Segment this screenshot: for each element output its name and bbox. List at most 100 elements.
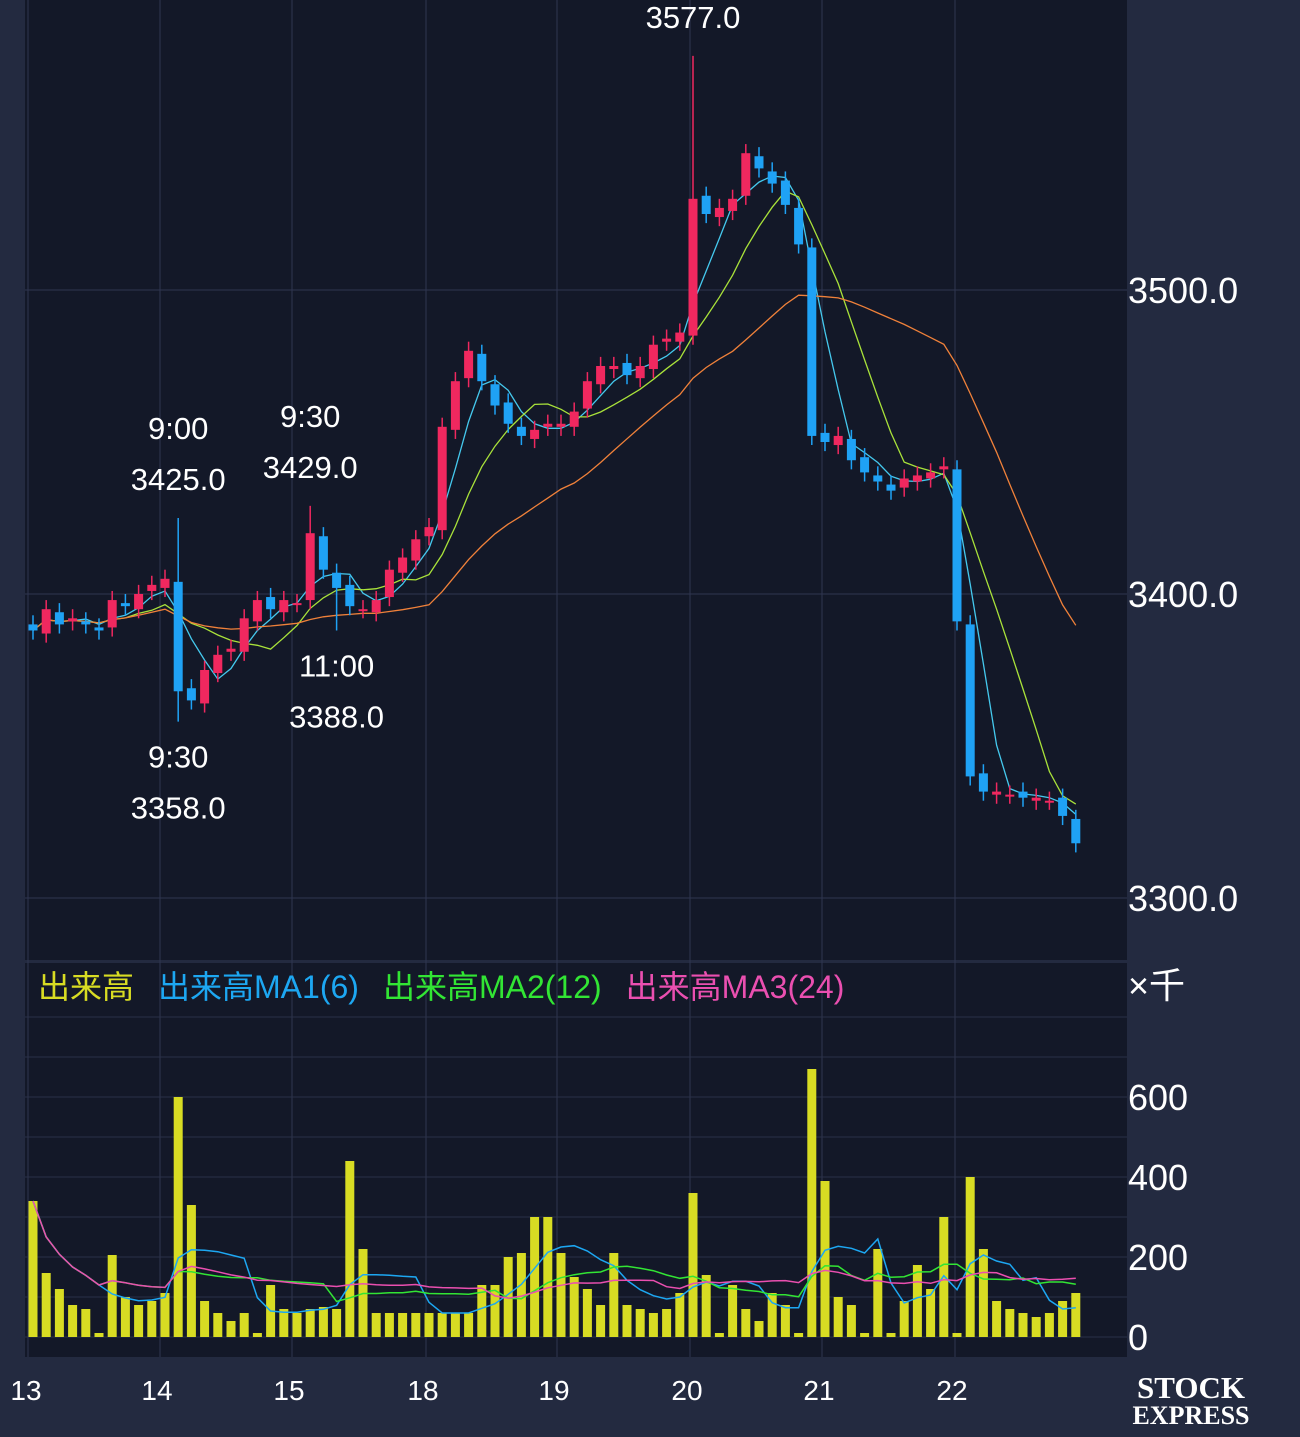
candle-body: [952, 469, 962, 622]
candle-body: [992, 791, 1002, 795]
volume-bar: [226, 1321, 236, 1337]
candle-body: [728, 198, 738, 211]
candle-body: [424, 527, 434, 537]
volume-bar: [147, 1301, 157, 1337]
candle-body: [939, 466, 949, 470]
candle-body: [81, 621, 91, 625]
candle-body: [530, 429, 540, 439]
volume-bar: [120, 1297, 130, 1337]
time-axis: 13 14 15 18 19 20 21 22: [10, 1375, 967, 1406]
volume-bars: [28, 1069, 1081, 1337]
volume-legend: 出来高 出来高MA1(6) 出来高MA2(12) 出来高MA3(24): [38, 969, 844, 1005]
volume-tick-label: 400: [1128, 1157, 1188, 1198]
volume-bar: [398, 1313, 408, 1337]
volume-bar: [279, 1309, 289, 1337]
volume-bar: [371, 1313, 381, 1337]
volume-bar: [622, 1305, 632, 1337]
volume-bar: [926, 1289, 936, 1337]
volume-bar: [424, 1313, 434, 1337]
candle-body: [820, 432, 830, 442]
candle-body: [318, 536, 328, 570]
volume-bar: [701, 1275, 711, 1337]
volume-unit-label: ×千: [1128, 965, 1185, 1006]
volume-bar: [332, 1309, 342, 1337]
volume-bar: [728, 1285, 738, 1337]
candle-body: [780, 180, 790, 205]
volume-tick-label: 200: [1128, 1237, 1188, 1278]
volume-bar: [490, 1285, 500, 1337]
volume-bar: [345, 1161, 355, 1337]
candle-body: [754, 156, 764, 169]
annotation-price: 3425.0: [131, 462, 226, 497]
candle-body: [450, 381, 460, 430]
price-annotations: 9:00 3425.0 9:30 3358.0 9:30 3429.0 11:00 3388.…: [131, 0, 741, 826]
time-tick-label: 15: [273, 1375, 304, 1406]
time-tick-label: 22: [936, 1375, 967, 1406]
candle-body: [239, 618, 249, 652]
legend-item: 出来高MA2(12): [383, 969, 602, 1005]
volume-bar: [516, 1253, 526, 1337]
volume-bar: [54, 1289, 64, 1337]
time-tick-label: 14: [141, 1375, 172, 1406]
candle-body: [1005, 794, 1015, 797]
time-tick-label: 19: [538, 1375, 569, 1406]
legend-item: 出来高MA3(24): [626, 969, 845, 1005]
candle-body: [134, 594, 144, 610]
candle-body: [701, 195, 711, 214]
annotation-price: 3429.0: [263, 450, 358, 485]
candle-body: [266, 597, 276, 610]
price-tick-label: 3400.0: [1128, 574, 1238, 615]
candle-body: [28, 624, 38, 631]
candle-body: [978, 773, 988, 792]
time-tick-label: 18: [407, 1375, 438, 1406]
volume-bar: [305, 1309, 315, 1337]
volume-bar: [978, 1249, 988, 1337]
candle-body: [120, 603, 130, 607]
volume-bar: [160, 1293, 170, 1337]
volume-bar: [318, 1307, 328, 1337]
volume-bar: [530, 1217, 540, 1337]
volume-bar: [873, 1249, 883, 1337]
candle-body: [860, 457, 870, 473]
volume-bar: [714, 1333, 724, 1337]
candle-body: [965, 624, 975, 777]
annotation-time: 9:30: [280, 399, 340, 434]
candle-body: [543, 423, 553, 427]
candle-body: [556, 423, 566, 427]
time-tick-label: 13: [10, 1375, 41, 1406]
volume-bar: [965, 1177, 975, 1337]
volume-bar: [186, 1205, 196, 1337]
volume-bar: [464, 1313, 474, 1337]
candle-body: [675, 332, 685, 342]
candle-body: [926, 472, 936, 479]
candle-body: [464, 350, 474, 379]
candle-body: [648, 344, 658, 370]
volume-bar: [68, 1305, 78, 1337]
volume-bar: [213, 1313, 223, 1337]
volume-ma-line: [32, 1200, 1076, 1314]
volume-bar: [767, 1293, 777, 1337]
candle-body: [398, 557, 408, 573]
volume-bar: [437, 1313, 447, 1337]
price-axis: 3500.0 3400.0 3300.0: [1128, 270, 1238, 919]
annotation-time: 9:00: [148, 411, 208, 446]
volume-bar: [1058, 1301, 1068, 1337]
volume-bar: [569, 1277, 579, 1337]
candle-body: [477, 353, 487, 382]
candle-body: [1071, 818, 1081, 844]
svg-text:EXPRESS: EXPRESS: [1132, 1401, 1249, 1430]
candle-body: [873, 475, 883, 482]
candle-body: [279, 600, 289, 613]
annotation-price: 3388.0: [289, 699, 384, 734]
candle-body: [912, 475, 922, 482]
volume-bar: [675, 1293, 685, 1337]
candle-body: [371, 600, 381, 613]
volume-bar: [411, 1313, 421, 1337]
candle-body: [252, 600, 262, 622]
volume-bar: [807, 1069, 817, 1337]
volume-axis: 600 400 200 0: [1128, 1077, 1188, 1358]
volume-bar: [899, 1301, 909, 1337]
volume-bar: [582, 1289, 592, 1337]
price-tick-label: 3300.0: [1128, 878, 1238, 919]
